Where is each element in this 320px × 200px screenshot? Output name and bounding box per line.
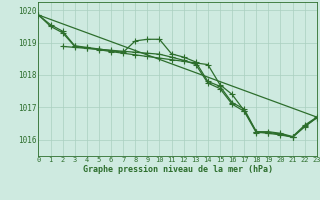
X-axis label: Graphe pression niveau de la mer (hPa): Graphe pression niveau de la mer (hPa) <box>83 165 273 174</box>
